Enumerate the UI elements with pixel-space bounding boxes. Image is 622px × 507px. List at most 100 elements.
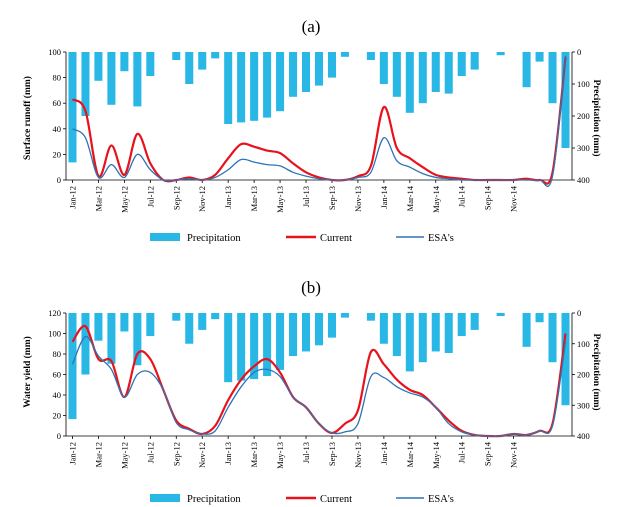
panel-b-y-tick-label: 100 xyxy=(48,329,61,339)
panel-b-x-tick-label: Jan-13 xyxy=(223,442,233,465)
legend-esa-label: ESA's xyxy=(428,233,454,244)
panel-b-precip-bar xyxy=(418,313,427,363)
panel-a-precip-bar xyxy=(379,52,388,84)
panel-a-y-tick-label: 20 xyxy=(53,149,62,159)
panel-a-x-tick-label: Jan-13 xyxy=(223,186,233,209)
panel-a-precip-bar xyxy=(327,52,336,78)
panel-a-precip-bar xyxy=(94,52,103,81)
panel-a-precip-bar xyxy=(444,52,453,94)
panel-b-precip-bar xyxy=(276,313,285,370)
panel-b-x-tick-label: Jul-12 xyxy=(145,442,155,463)
panel-a-precip-bar xyxy=(198,52,207,70)
panel-a-y2-tick-label: 400 xyxy=(577,175,590,185)
panel-b-precip-bar xyxy=(224,313,233,383)
panel-b-precip-bar xyxy=(120,313,129,332)
panel-b-y2-tick-label: 100 xyxy=(577,339,590,349)
panel-b-label: (b) xyxy=(301,278,321,297)
panel-b-precip-bar xyxy=(94,313,103,341)
panel-a-y-tick-label: 40 xyxy=(53,124,62,134)
panel-b-x-tick-label: Nov-14 xyxy=(509,441,519,468)
panel-a-x-tick-label: May-12 xyxy=(119,186,129,213)
panel-a-precip-bar xyxy=(120,52,129,72)
panel-a-precip-bar xyxy=(457,52,466,76)
legend-current-label: Current xyxy=(320,494,352,505)
legend-precipitation-label: Precipitation xyxy=(187,494,241,505)
panel-a-x-tick-label: Jan-14 xyxy=(379,185,389,208)
panel-a-precip-bar xyxy=(81,52,90,116)
legend-precipitation-swatch xyxy=(150,494,180,502)
panel-b-precip-bar xyxy=(548,313,557,363)
panel-a: (a) Surface runoff (mm) Precipitation (m… xyxy=(22,17,602,244)
panel-b-esa-line xyxy=(71,335,567,437)
panel-b-precip-bar xyxy=(81,313,90,375)
panel-a-precip-bar xyxy=(224,52,233,124)
panel-a-x-tick-label: Nov-14 xyxy=(509,185,519,212)
panel-b-y-tick-label: 60 xyxy=(53,370,62,380)
panel-b-precip-bar xyxy=(522,313,531,347)
panel-a-precip-bar xyxy=(340,52,349,57)
panel-a-precip-bar xyxy=(535,52,544,62)
panel-b-precip-bar xyxy=(340,313,349,318)
panel-a-precip-bar xyxy=(133,52,142,107)
panel-b-x-tick-label: Mar-12 xyxy=(93,442,103,467)
panel-a-legend: Precipitation Current ESA's xyxy=(150,233,454,244)
panel-a-x-tick-label: Nov-12 xyxy=(197,186,207,212)
panel-a-precip-bar xyxy=(418,52,427,104)
panel-a-precip-bar xyxy=(250,52,259,121)
panel-a-y-tick-label: 0 xyxy=(57,175,61,185)
panel-b-precip-bar xyxy=(314,313,324,346)
panel-b-precip-bar xyxy=(302,313,311,352)
panel-a-precip-bar xyxy=(496,52,505,56)
panel-b-precip-bar xyxy=(561,313,570,406)
panel-a-y-tick-label: 60 xyxy=(53,98,62,108)
panel-b-x-tick-label: Jul-14 xyxy=(457,441,467,463)
panel-a-x-tick-label: Sep-12 xyxy=(171,186,181,210)
panel-b-precip-bar xyxy=(250,313,259,380)
panel-a-precip-bar xyxy=(263,52,272,118)
panel-b-x-tick-label: Jan-14 xyxy=(379,441,389,464)
panel-b-x-tick-label: Sep-14 xyxy=(483,441,493,466)
panel-a-y-tick-label: 100 xyxy=(48,47,61,57)
panel-b-precip-bar xyxy=(146,313,155,337)
panel-a-label: (a) xyxy=(302,17,321,36)
legend-precipitation-swatch xyxy=(150,233,180,241)
panel-b-precip-bar xyxy=(327,313,336,338)
panel-b-precip-bar xyxy=(289,313,298,357)
panel-b-precip-bar xyxy=(237,313,246,381)
panel-b-y2-tick-label: 0 xyxy=(577,308,581,318)
panel-b-precip-bar xyxy=(172,313,181,321)
panel-b-x-tick-label: Sep-13 xyxy=(327,442,337,466)
panel-a-x-tick-label: Jul-14 xyxy=(457,185,467,207)
panel-a-precip-bar xyxy=(237,52,246,123)
panel-b-y-axis-title: Water yield (mm) xyxy=(22,336,33,408)
panel-b-x-tick-label: May-12 xyxy=(119,442,129,469)
panel-b-x-tick-label: Jul-13 xyxy=(301,442,311,463)
panel-b-x-tick-label: Nov-13 xyxy=(353,442,363,468)
panel-a-x-tick-label: Nov-13 xyxy=(353,186,363,212)
panel-a-precip-bar xyxy=(289,52,298,97)
panel-b-y-tick-label: 80 xyxy=(53,349,62,359)
panel-b-x-tick-label: May-14 xyxy=(431,441,441,469)
panel-b-precip-bar xyxy=(379,313,388,344)
legend-current-label: Current xyxy=(320,233,352,244)
legend-precipitation-label: Precipitation xyxy=(187,233,241,244)
panel-a-y2-tick-label: 0 xyxy=(577,47,581,57)
panel-a-precip-bar xyxy=(185,52,194,84)
panel-a-x-tick-label: Mar-12 xyxy=(93,186,103,211)
panel-b-y2-tick-label: 300 xyxy=(577,400,590,410)
panel-b-x-tick-label: Jan-12 xyxy=(67,442,77,465)
panel-a-y2-tick-label: 300 xyxy=(577,143,590,153)
panel-b-y-tick-label: 20 xyxy=(53,411,62,421)
panel-b-y2-tick-label: 400 xyxy=(577,431,590,441)
panel-b-precip-bar xyxy=(431,313,440,352)
panel-b-y2-axis-title: Precipitation (mm) xyxy=(591,333,602,410)
panel-b-precip-bar xyxy=(496,313,505,317)
panel-a-precip-bar xyxy=(522,52,531,88)
panel-b-precip-bar xyxy=(535,313,544,323)
panel-a-precip-bar xyxy=(172,52,181,60)
panel-b-precip-bar xyxy=(68,313,77,420)
panel-b-precip-bar xyxy=(211,313,220,320)
panel-b-precip-bar xyxy=(198,313,207,330)
panel-a-precip-bar xyxy=(146,52,155,76)
panel-a-precip-bar xyxy=(68,52,77,163)
